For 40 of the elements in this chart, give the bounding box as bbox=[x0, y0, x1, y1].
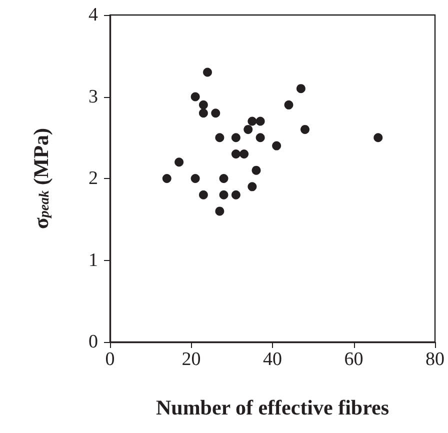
point bbox=[252, 166, 261, 175]
point bbox=[240, 149, 249, 158]
y-tick-label: 1 bbox=[88, 250, 98, 271]
point bbox=[256, 116, 265, 126]
point bbox=[256, 133, 265, 142]
point bbox=[284, 100, 294, 110]
x-tick-label: 20 bbox=[182, 349, 201, 370]
point bbox=[174, 158, 184, 167]
point bbox=[231, 133, 240, 142]
x-tick-label: 60 bbox=[344, 349, 364, 370]
point bbox=[215, 206, 224, 216]
point bbox=[162, 174, 172, 183]
x-tick-label: 0 bbox=[105, 349, 115, 370]
point bbox=[203, 68, 212, 77]
y-tick-label: 3 bbox=[88, 86, 98, 108]
point bbox=[300, 124, 310, 134]
point bbox=[190, 92, 200, 102]
point bbox=[219, 190, 228, 200]
point bbox=[219, 174, 228, 183]
x-tick-label: 40 bbox=[263, 349, 282, 370]
point bbox=[198, 100, 208, 110]
point bbox=[190, 174, 200, 183]
point bbox=[374, 133, 383, 142]
point bbox=[248, 116, 257, 126]
point bbox=[231, 149, 240, 158]
y-axis-title: σpeak (MPa) bbox=[29, 128, 53, 230]
point bbox=[215, 133, 224, 142]
y-tick-label: 0 bbox=[88, 332, 98, 352]
point bbox=[296, 84, 306, 94]
x-axis-title: Number of effective fibres bbox=[156, 396, 390, 420]
y-tick-label: 4 bbox=[88, 4, 98, 26]
point bbox=[198, 190, 208, 200]
y-tick-label: 2 bbox=[88, 168, 98, 189]
point bbox=[231, 190, 240, 200]
x-tick-label: 80 bbox=[426, 349, 444, 370]
point bbox=[198, 108, 208, 118]
point bbox=[248, 182, 257, 192]
point bbox=[244, 124, 253, 134]
point bbox=[272, 141, 282, 150]
point bbox=[211, 108, 220, 118]
